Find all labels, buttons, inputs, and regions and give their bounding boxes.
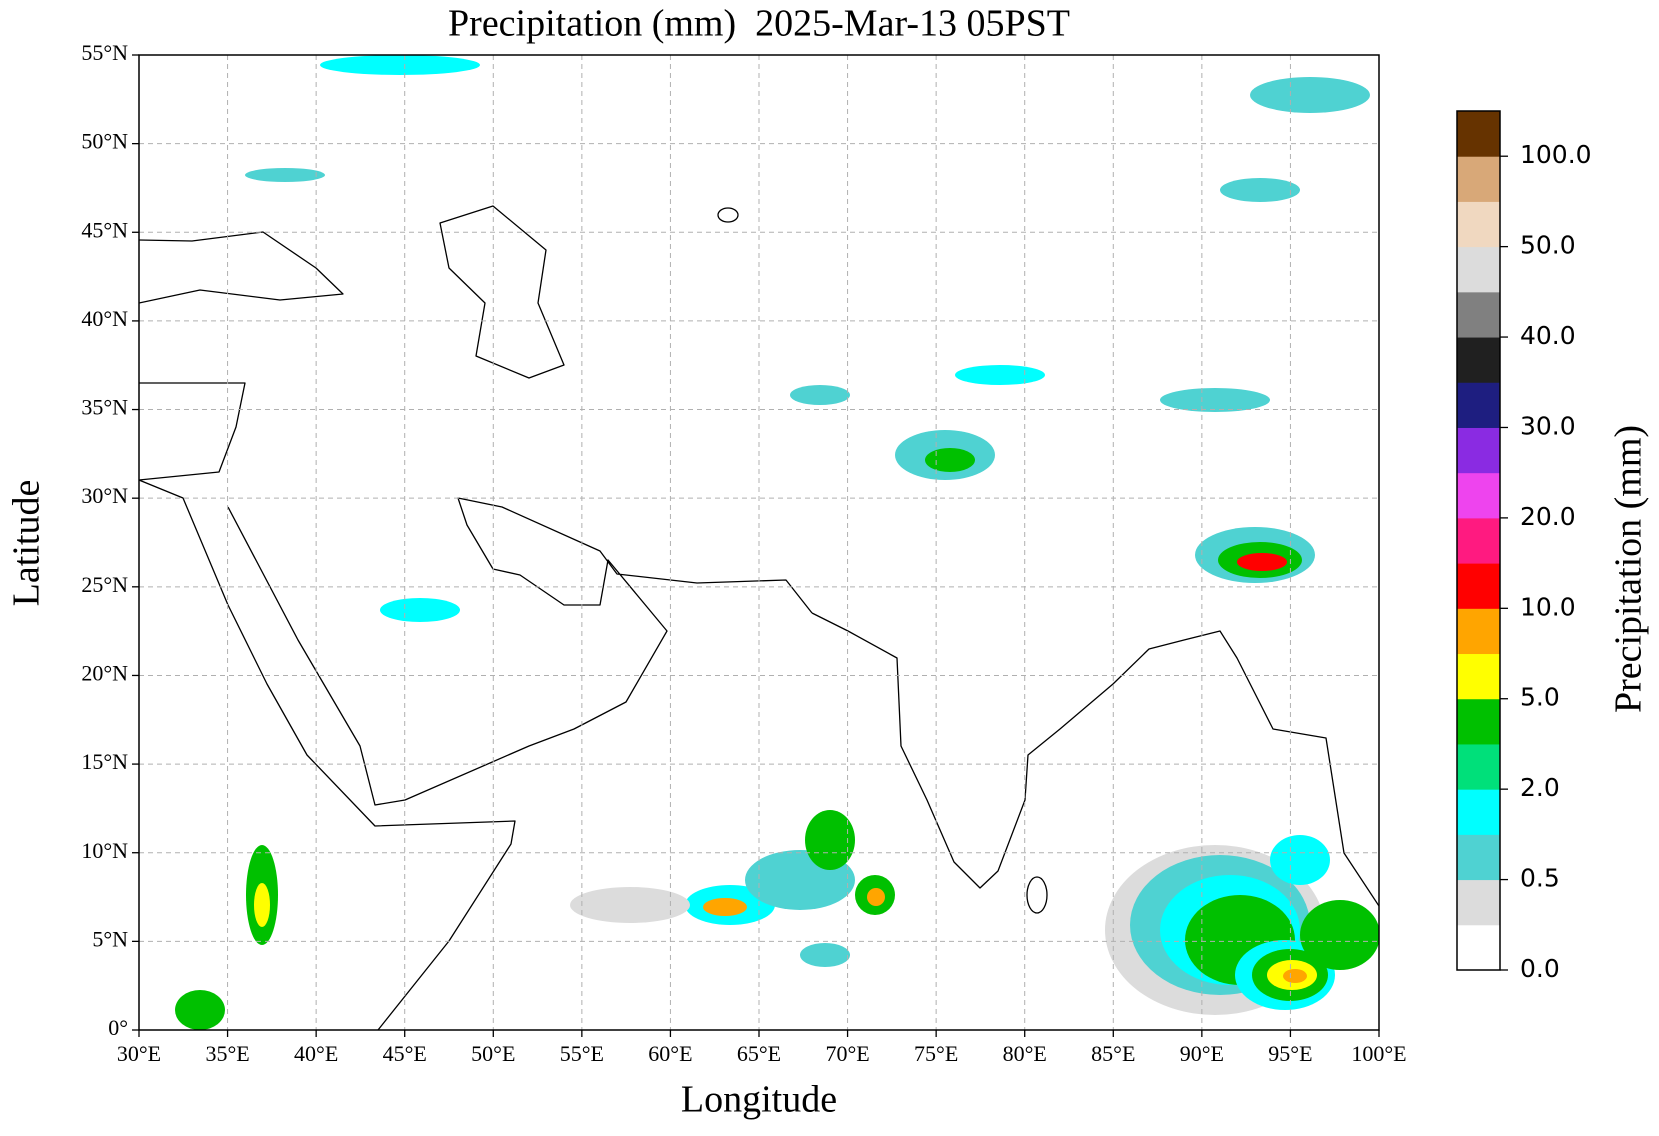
colorbar-tick-label: 5.0 (1520, 683, 1560, 712)
precip-area (380, 598, 460, 622)
x-tick-label: 95°E (1268, 1041, 1312, 1066)
x-tick-label: 45°E (383, 1041, 427, 1066)
precip-area (1270, 835, 1330, 885)
precip-area (254, 883, 270, 927)
precip-area (1237, 553, 1287, 571)
coastline (227, 497, 813, 806)
colorbar-swatch (1457, 743, 1500, 790)
colorbar-swatch (1457, 789, 1500, 835)
y-tick-label: 45°N (81, 217, 128, 242)
precip-area (1160, 388, 1270, 412)
colorbar-swatch (1457, 382, 1500, 428)
coastline (717, 207, 739, 223)
colorbar-tick-label: 50.0 (1520, 231, 1576, 260)
colorbar-label: Precipitation (mm) (1608, 425, 1650, 713)
colorbar-swatch (1457, 653, 1500, 700)
y-tick-label: 50°N (81, 129, 128, 154)
colorbar-swatch (1457, 201, 1500, 248)
colorbar-tick-label: 2.0 (1520, 773, 1560, 802)
colorbar-tick-label: 20.0 (1520, 502, 1576, 531)
colorbar-swatch (1457, 608, 1500, 655)
x-axis-label: Longitude (681, 1079, 837, 1121)
colorbar-tick-label: 30.0 (1520, 411, 1576, 440)
y-tick-label: 5°N (92, 926, 128, 951)
coastline (1026, 876, 1048, 914)
colorbar-swatch (1457, 246, 1500, 293)
colorbar-swatch (1457, 924, 1500, 971)
colorbar-swatch (1457, 291, 1500, 338)
colorbar-swatch (1457, 517, 1500, 564)
colorbar-swatch (1457, 698, 1500, 745)
precip-area (925, 448, 975, 472)
precip-area (805, 810, 855, 870)
colorbar-swatch (1457, 337, 1500, 383)
precip-area (1250, 77, 1370, 113)
x-tick-label: 75°E (914, 1041, 958, 1066)
y-tick-label: 40°N (81, 306, 128, 331)
precip-area (800, 943, 850, 967)
precip-area (1220, 178, 1300, 202)
plot-frame (138, 54, 1380, 1031)
colorbar-tick-label: 0.5 (1520, 864, 1560, 893)
precip-area (790, 385, 850, 405)
precip-area (570, 887, 690, 923)
colorbar-tick-label: 40.0 (1520, 321, 1576, 350)
x-tick-label: 85°E (1091, 1041, 1135, 1066)
precip-area (955, 365, 1045, 385)
x-tick-label: 70°E (825, 1041, 869, 1066)
colorbar-tick-label: 10.0 (1520, 592, 1576, 621)
colorbar-tick-label: 0.0 (1520, 954, 1560, 983)
x-tick-label: 80°E (1003, 1041, 1047, 1066)
precip-area (320, 55, 480, 75)
y-tick-label: 15°N (81, 749, 128, 774)
coastline (139, 382, 246, 481)
x-tick-label: 65°E (737, 1041, 781, 1066)
coastline (811, 612, 1379, 907)
precipitation-field (175, 55, 1379, 1030)
colorbar-swatch (1457, 834, 1500, 881)
x-tick-label: 90°E (1180, 1041, 1224, 1066)
x-tick-label: 100°E (1351, 1041, 1406, 1066)
precip-area (175, 990, 225, 1030)
colorbar-tick-label: 100.0 (1520, 140, 1592, 169)
precip-area (1283, 969, 1307, 983)
x-tick-label: 30°E (117, 1041, 161, 1066)
y-tick-label: 20°N (81, 661, 128, 686)
coastline (139, 479, 516, 1030)
y-tick-label: 30°N (81, 483, 128, 508)
x-tick-label: 60°E (648, 1041, 692, 1066)
precip-area (245, 168, 325, 182)
y-tick-label: 35°N (81, 395, 128, 420)
colorbar-swatch (1457, 156, 1500, 202)
y-tick-label: 55°N (81, 40, 128, 65)
colorbar-frame (1456, 110, 1501, 971)
x-tick-label: 55°E (560, 1041, 604, 1066)
x-tick-label: 40°E (294, 1041, 338, 1066)
y-axis-label: Latitude (6, 480, 48, 607)
x-tick-label: 50°E (471, 1041, 515, 1066)
colorbar-swatch (1457, 879, 1500, 926)
coastline (439, 205, 565, 379)
coastline (139, 231, 344, 304)
y-tick-label: 10°N (81, 838, 128, 863)
colorbar-swatch (1457, 427, 1500, 474)
colorbar-swatch (1457, 472, 1500, 519)
y-tick-label: 0° (108, 1015, 128, 1040)
x-tick-label: 35°E (205, 1041, 249, 1066)
precip-area (703, 898, 747, 916)
colorbar: Precipitation (mm) 0.0 0.5 2.0 5.0 10.0 20.0 3… (1456, 110, 1650, 983)
colorbar-swatch (1457, 563, 1500, 609)
precip-area (1300, 900, 1379, 970)
map-title: Precipitation (mm) 2025-Mar-13 05PST (448, 3, 1070, 45)
colorbar-swatch (1457, 111, 1500, 157)
y-tick-label: 25°N (81, 572, 128, 597)
precip-area (867, 888, 885, 906)
